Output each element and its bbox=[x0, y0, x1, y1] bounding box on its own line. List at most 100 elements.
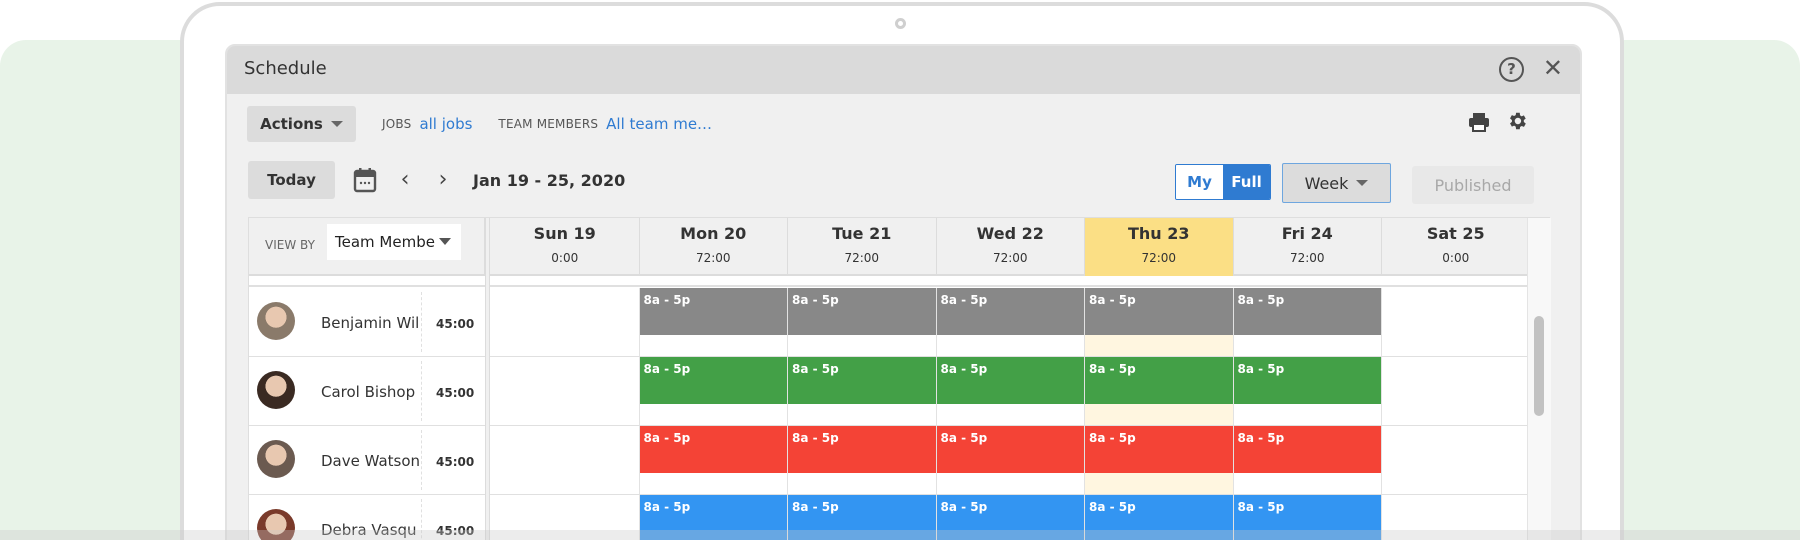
avatar bbox=[257, 509, 295, 540]
day-header[interactable]: Sun 19 0:00 bbox=[491, 218, 640, 276]
today-button[interactable]: Today bbox=[248, 161, 335, 199]
calendar-icon[interactable] bbox=[353, 167, 377, 193]
avatar bbox=[257, 302, 295, 340]
day-header[interactable]: Thu 23 72:00 bbox=[1085, 218, 1234, 276]
schedule-cell[interactable]: 8a - 5p bbox=[1233, 495, 1382, 540]
shift-block[interactable]: 8a - 5p bbox=[1085, 288, 1233, 335]
scrollbar-thumb[interactable] bbox=[1534, 316, 1544, 416]
day-header[interactable]: Tue 21 72:00 bbox=[788, 218, 937, 276]
day-total-hours: 72:00 bbox=[695, 251, 731, 265]
shift-block[interactable]: 8a - 5p bbox=[639, 288, 787, 335]
shift-block[interactable]: 8a - 5p bbox=[1085, 357, 1233, 404]
shift-block[interactable]: 8a - 5p bbox=[1233, 426, 1381, 473]
schedule-cell[interactable] bbox=[491, 357, 640, 425]
schedule-cell[interactable]: 8a - 5p bbox=[788, 426, 937, 494]
schedule-cell[interactable]: 8a - 5p bbox=[936, 357, 1085, 425]
shift-block[interactable]: 8a - 5p bbox=[788, 426, 936, 473]
shift-block[interactable]: 8a - 5p bbox=[639, 357, 787, 404]
chevron-down-icon bbox=[330, 121, 343, 127]
column-divider bbox=[485, 218, 490, 540]
schedule-cell[interactable] bbox=[491, 288, 640, 356]
day-header[interactable]: Fri 24 72:00 bbox=[1234, 218, 1382, 276]
schedule-cell[interactable]: 8a - 5p bbox=[1085, 495, 1234, 540]
previous-week-button[interactable]: ‹ bbox=[400, 167, 410, 192]
shift-block[interactable]: 8a - 5p bbox=[1085, 495, 1233, 540]
schedule-cell[interactable]: 8a - 5p bbox=[936, 495, 1085, 540]
day-total-hours: 0:00 bbox=[1442, 251, 1470, 265]
shift-block[interactable]: 8a - 5p bbox=[1233, 495, 1381, 540]
team-member-cell[interactable]: Carol Bishop 45:00 bbox=[249, 357, 485, 425]
team-members-filter-link[interactable]: All team me… bbox=[606, 115, 713, 133]
member-hours: 45:00 bbox=[436, 524, 475, 538]
schedule-cell[interactable]: 8a - 5p bbox=[936, 288, 1085, 356]
schedule-grid: VIEW BY Team Membe Sun 19 0:00 Mon 20 72:00… bbox=[248, 217, 1551, 540]
shift-block[interactable]: 8a - 5p bbox=[1233, 357, 1381, 404]
schedule-cell[interactable]: 8a - 5p bbox=[1085, 288, 1234, 356]
close-icon[interactable]: ✕ bbox=[1542, 54, 1563, 82]
schedule-cell[interactable]: 8a - 5p bbox=[1085, 426, 1234, 494]
actions-button[interactable]: Actions bbox=[247, 106, 356, 142]
day-name: Fri 24 bbox=[1281, 224, 1333, 243]
full-schedule-toggle[interactable]: Full bbox=[1223, 165, 1270, 199]
team-member-cell[interactable]: Dave Watson 45:00 bbox=[249, 426, 485, 494]
shift-block[interactable]: 8a - 5p bbox=[936, 288, 1084, 335]
schedule-cell[interactable]: 8a - 5p bbox=[788, 357, 937, 425]
schedule-cell[interactable] bbox=[491, 495, 640, 540]
day-name: Sun 19 bbox=[533, 224, 596, 243]
view-by-select[interactable]: Team Membe bbox=[327, 224, 461, 260]
schedule-cell[interactable] bbox=[1382, 357, 1531, 425]
schedule-cell[interactable]: 8a - 5p bbox=[788, 495, 937, 540]
schedule-cell[interactable] bbox=[491, 426, 640, 494]
schedule-cell[interactable]: 8a - 5p bbox=[1233, 288, 1382, 356]
view-by-value: Team Membe bbox=[335, 233, 435, 251]
view-mode-dropdown[interactable]: Week bbox=[1282, 163, 1391, 203]
jobs-filter-link[interactable]: all jobs bbox=[419, 115, 473, 133]
spacer-row bbox=[249, 276, 1527, 287]
schedule-cell[interactable]: 8a - 5p bbox=[639, 357, 788, 425]
day-name: Sat 25 bbox=[1426, 224, 1485, 243]
print-icon[interactable] bbox=[1468, 112, 1490, 132]
schedule-cell[interactable]: 8a - 5p bbox=[639, 426, 788, 494]
help-icon[interactable]: ? bbox=[1499, 57, 1524, 82]
scrollbar-track[interactable] bbox=[1527, 218, 1551, 540]
team-member-cell[interactable]: Debra Vasqu 45:00 bbox=[249, 495, 485, 540]
shift-block[interactable]: 8a - 5p bbox=[788, 495, 936, 540]
schedule-cell[interactable]: 8a - 5p bbox=[1233, 426, 1382, 494]
shift-block[interactable]: 8a - 5p bbox=[639, 426, 787, 473]
day-header[interactable]: Mon 20 72:00 bbox=[640, 218, 788, 276]
date-toolbar: Today ‹ › Jan 19 - 25, 2020 bbox=[248, 161, 625, 199]
separator bbox=[421, 361, 422, 421]
shift-block[interactable]: 8a - 5p bbox=[1085, 426, 1233, 473]
grid-header: VIEW BY Team Membe Sun 19 0:00 Mon 20 72:00… bbox=[249, 218, 1549, 276]
schedule-cell[interactable]: 8a - 5p bbox=[788, 288, 937, 356]
shift-block[interactable]: 8a - 5p bbox=[639, 495, 787, 540]
team-member-cell[interactable]: Benjamin Wil 45:00 bbox=[249, 288, 485, 356]
shift-block[interactable]: 8a - 5p bbox=[788, 357, 936, 404]
day-total-hours: 72:00 bbox=[992, 251, 1028, 265]
shift-block[interactable]: 8a - 5p bbox=[936, 357, 1084, 404]
my-schedule-toggle[interactable]: My bbox=[1176, 165, 1223, 199]
schedule-cell[interactable] bbox=[1382, 426, 1531, 494]
schedule-cell[interactable]: 8a - 5p bbox=[936, 426, 1085, 494]
day-total-hours: 72:00 bbox=[1141, 251, 1177, 265]
day-header[interactable]: Wed 22 72:00 bbox=[937, 218, 1085, 276]
day-name: Mon 20 bbox=[680, 224, 747, 243]
gear-icon[interactable] bbox=[1506, 110, 1528, 132]
day-name: Wed 22 bbox=[976, 224, 1044, 243]
shift-block[interactable]: 8a - 5p bbox=[1233, 288, 1381, 335]
filter-toolbar: Actions JOBS all jobs TEAM MEMBERS All t… bbox=[247, 106, 712, 142]
schedule-cell[interactable]: 8a - 5p bbox=[639, 495, 788, 540]
shift-block[interactable]: 8a - 5p bbox=[936, 426, 1084, 473]
shift-block[interactable]: 8a - 5p bbox=[936, 495, 1084, 540]
bottom-overlay bbox=[0, 530, 1800, 540]
published-button[interactable]: Published bbox=[1412, 166, 1534, 204]
shift-block[interactable]: 8a - 5p bbox=[788, 288, 936, 335]
schedule-cell[interactable] bbox=[1382, 288, 1531, 356]
schedule-cell[interactable]: 8a - 5p bbox=[1085, 357, 1234, 425]
schedule-cell[interactable]: 8a - 5p bbox=[639, 288, 788, 356]
camera-dot bbox=[895, 18, 906, 29]
next-week-button[interactable]: › bbox=[438, 167, 448, 192]
day-header[interactable]: Sat 25 0:00 bbox=[1382, 218, 1531, 276]
schedule-cell[interactable]: 8a - 5p bbox=[1233, 357, 1382, 425]
